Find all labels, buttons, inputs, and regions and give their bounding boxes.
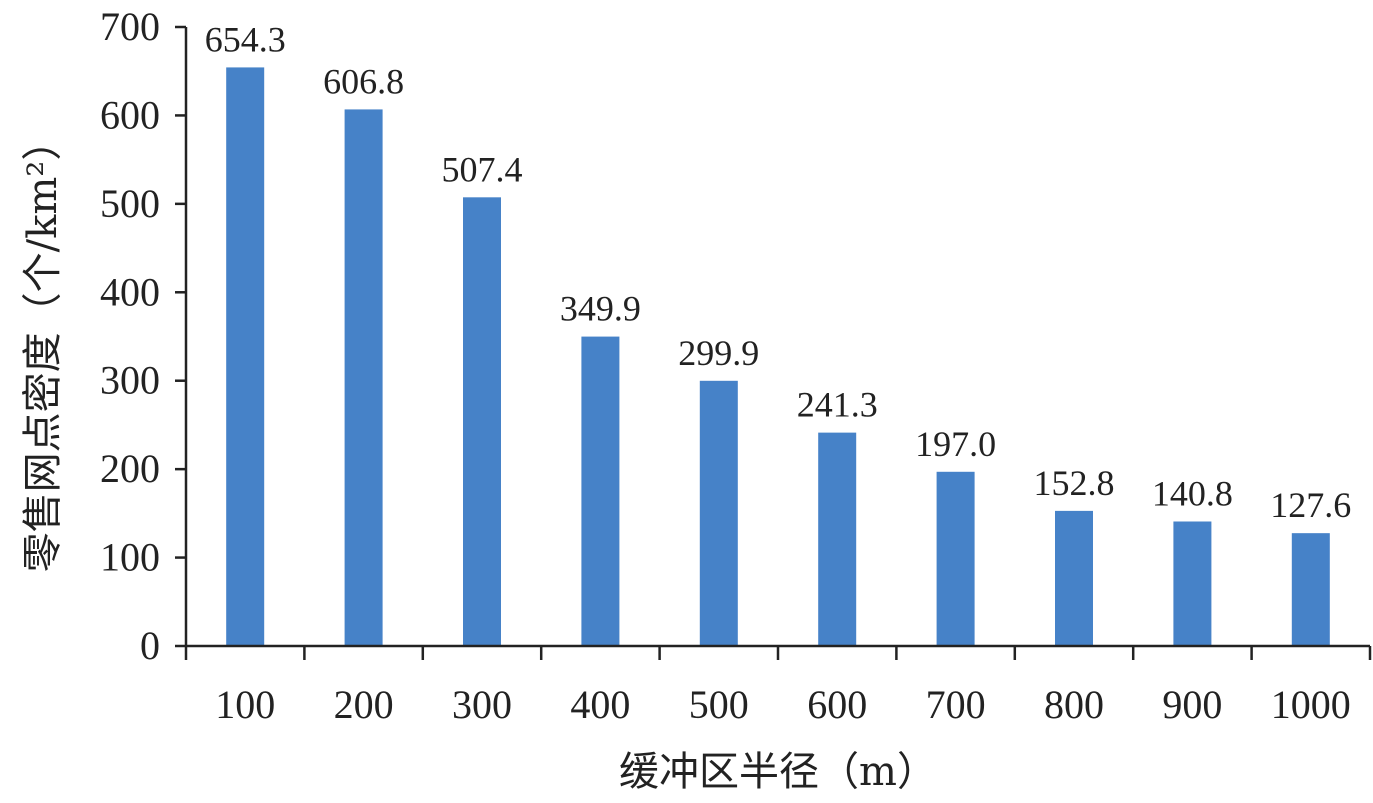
x-tick-label: 600 xyxy=(807,682,867,727)
data-label: 197.0 xyxy=(915,424,996,464)
data-label: 127.6 xyxy=(1270,485,1351,525)
x-tick-label: 200 xyxy=(334,682,394,727)
bar xyxy=(581,336,620,646)
y-tick-label: 700 xyxy=(100,4,160,49)
bar xyxy=(699,380,738,646)
bar xyxy=(818,432,857,646)
data-label: 349.9 xyxy=(560,289,641,329)
x-tick-label: 100 xyxy=(215,682,275,727)
y-tick-label: 0 xyxy=(140,623,160,668)
bar xyxy=(1055,510,1093,646)
y-tick-label: 400 xyxy=(100,269,160,314)
data-label: 299.9 xyxy=(678,333,759,373)
bar xyxy=(463,197,501,647)
y-tick-label: 100 xyxy=(100,535,160,580)
x-tick-label: 400 xyxy=(570,682,630,727)
data-label: 140.8 xyxy=(1152,473,1233,513)
bar xyxy=(226,67,265,646)
x-axis-title: 缓冲区半径（m） xyxy=(619,749,937,795)
x-tick-label: 300 xyxy=(452,682,512,727)
bar xyxy=(1291,533,1330,646)
y-tick-label: 600 xyxy=(100,92,160,137)
bar xyxy=(344,109,383,647)
data-label: 241.3 xyxy=(797,385,878,425)
bar xyxy=(936,471,975,646)
bar xyxy=(1173,521,1212,646)
y-axis: 0 100 200 300 400 500 600 700 xyxy=(100,4,188,668)
data-label: 654.3 xyxy=(205,19,286,59)
data-label: 152.8 xyxy=(1034,463,1115,503)
x-tick-label: 900 xyxy=(1162,682,1222,727)
y-tick-label: 300 xyxy=(100,358,160,403)
y-tick-label: 200 xyxy=(100,446,160,491)
x-tick-label: 1000 xyxy=(1271,682,1351,727)
x-tick-label: 700 xyxy=(926,682,986,727)
x-axis: 100 200 300 400 500 600 700 800 900 1000 xyxy=(184,644,1372,727)
x-tick-label: 500 xyxy=(689,682,749,727)
data-label: 507.4 xyxy=(442,149,523,189)
x-tick-label: 800 xyxy=(1044,682,1104,727)
data-labels-group: 654.3 606.8 507.4 349.9 299.9 241.3 197.0 152.8… xyxy=(205,19,1352,525)
bars-group xyxy=(226,67,1330,647)
y-axis-title: 零售网点密度（个/km²） xyxy=(20,121,66,573)
y-tick-label: 500 xyxy=(100,181,160,226)
data-label: 606.8 xyxy=(323,61,404,101)
